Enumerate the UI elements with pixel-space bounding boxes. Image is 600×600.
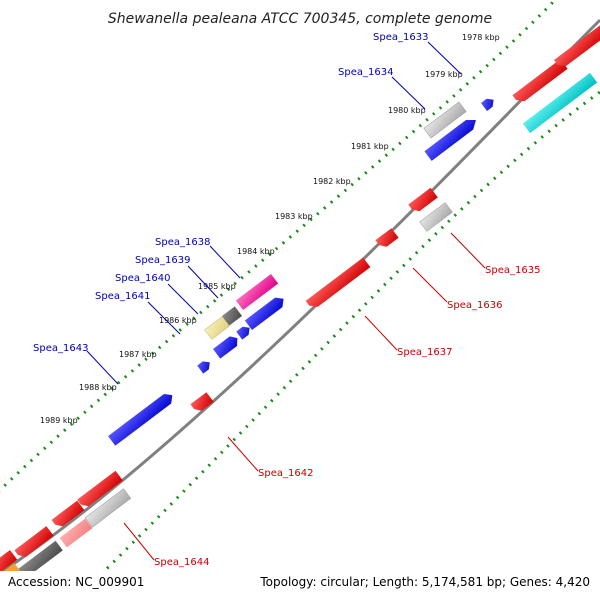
gene-feature[interactable] <box>204 316 230 340</box>
genome-summary-text: Topology: circular; Length: 5,174,581 bp… <box>259 575 590 589</box>
scale-label: 1984 kbp <box>237 247 275 256</box>
gene-label[interactable]: Spea_1639 <box>135 255 190 266</box>
gene-label[interactable]: Spea_1641 <box>95 291 150 302</box>
scale-label: 1979 kbp <box>425 70 463 79</box>
forward-genes <box>108 96 497 446</box>
gene-label[interactable]: Spea_1635 <box>485 265 540 276</box>
gene-label[interactable]: Spea_1636 <box>447 300 502 311</box>
gene-label[interactable]: Spea_1642 <box>258 468 313 479</box>
gene-label[interactable]: Spea_1638 <box>155 237 210 248</box>
accession-text: Accession: NC_009901 <box>8 575 144 589</box>
scale-label: 1980 kbp <box>388 106 426 115</box>
gene-feature[interactable] <box>222 306 242 326</box>
gene-label[interactable]: Spea_1634 <box>338 67 393 78</box>
gene-label[interactable]: Spea_1640 <box>115 273 170 284</box>
gene-feature[interactable] <box>84 488 132 528</box>
gene-feature[interactable] <box>522 72 598 134</box>
gene-feature[interactable] <box>213 333 241 359</box>
scale-label: 1986 kbp <box>159 316 197 325</box>
scale-label: 1988 kbp <box>79 383 117 392</box>
gene-feature[interactable] <box>51 500 85 530</box>
gene-feature[interactable] <box>108 390 176 446</box>
gene-feature[interactable] <box>77 470 123 509</box>
forward-leader-lines <box>86 41 462 385</box>
gene-feature[interactable] <box>375 228 399 250</box>
scale-label: 1982 kbp <box>313 177 351 186</box>
gene-feature[interactable] <box>480 96 497 112</box>
scale-label: 1985 kbp <box>198 282 236 291</box>
gene-feature[interactable] <box>0 549 18 576</box>
outer-tick-ring <box>0 0 558 493</box>
scale-label: 1981 kbp <box>351 142 389 151</box>
reverse-gene-labels: Spea_1635 Spea_1636 Spea_1637 Spea_1642 … <box>154 265 540 568</box>
scale-label: 1987 kbp <box>119 350 157 359</box>
gene-feature[interactable] <box>305 257 371 311</box>
scale-label: 1983 kbp <box>275 212 313 221</box>
gene-feature[interactable] <box>235 273 279 311</box>
gene-feature[interactable] <box>408 187 438 214</box>
gene-feature[interactable] <box>14 526 54 560</box>
gene-feature[interactable] <box>59 518 93 548</box>
gene-feature[interactable] <box>423 101 467 139</box>
forward-gene-labels: Spea_1633 Spea_1634 Spea_1638 Spea_1639 … <box>33 32 428 354</box>
gene-feature[interactable] <box>17 540 63 580</box>
inner-tick-ring <box>73 90 600 600</box>
gene-label[interactable]: Spea_1644 <box>154 557 209 568</box>
gene-feature[interactable] <box>236 324 252 340</box>
scale-labels: 1978 kbp 1979 kbp 1980 kbp 1981 kbp 1982… <box>40 33 500 425</box>
scale-label: 1989 kbp <box>40 416 78 425</box>
gene-label[interactable]: Spea_1643 <box>33 343 88 354</box>
reverse-leader-lines <box>123 232 486 561</box>
scale-label: 1978 kbp <box>462 33 500 42</box>
gene-feature[interactable] <box>419 202 453 232</box>
gene-feature[interactable] <box>244 294 287 331</box>
gene-feature[interactable] <box>197 358 213 374</box>
gene-feature[interactable] <box>554 25 600 69</box>
gene-feature[interactable] <box>512 59 568 105</box>
footer-background <box>0 571 600 600</box>
gene-feature[interactable] <box>424 115 479 161</box>
gene-label[interactable]: Spea_1633 <box>373 32 428 43</box>
reverse-genes <box>0 25 600 585</box>
gene-feature[interactable] <box>190 392 214 414</box>
gene-label[interactable]: Spea_1637 <box>397 347 452 358</box>
map-title: Shewanella pealeana ATCC 700345, complet… <box>108 11 492 27</box>
